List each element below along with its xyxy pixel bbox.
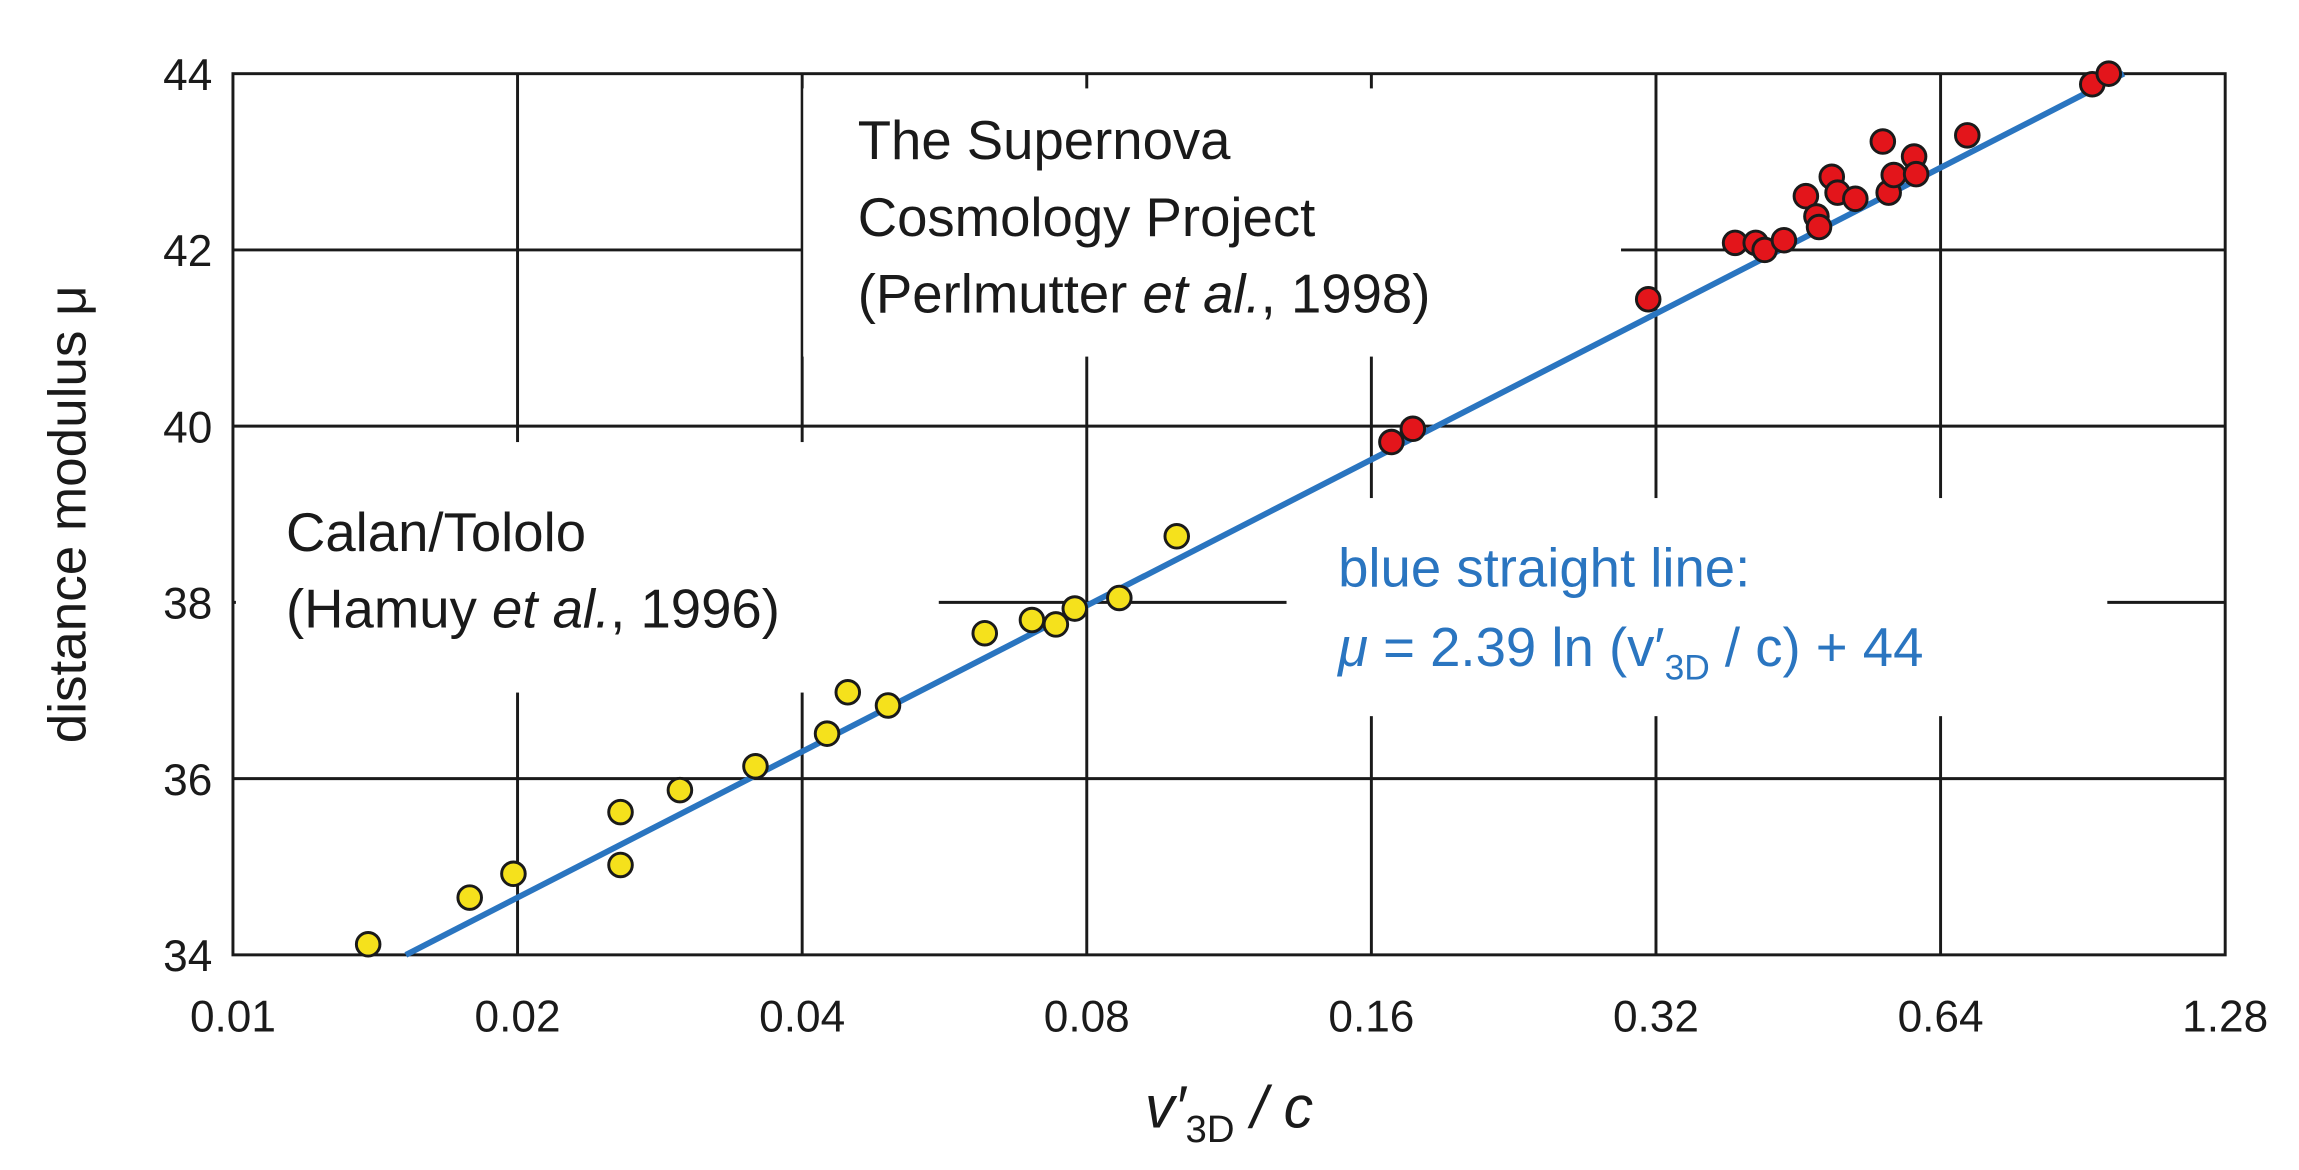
x-label-sub: 3D [1186,1108,1235,1151]
y-tick-label: 40 [163,403,212,452]
x-tick-label: 0.08 [1044,992,1130,1041]
x-label-rest: / c [1235,1075,1314,1140]
label-background [235,442,939,693]
y-tick-label: 44 [163,51,212,100]
calan-line1: Calan/Tololo [286,502,586,563]
scp-line2: Cosmology Project [858,187,1316,248]
scp-data-point [1378,428,1405,456]
data-points [354,60,2123,958]
x-axis-label: v′3D / c [1145,1075,1313,1151]
x-tick-label: 0.16 [1328,992,1414,1041]
scp-data-point [1842,185,1869,213]
x-tick-label: 0.04 [759,992,845,1041]
label-background [1286,498,2108,717]
calan-data-point [1042,611,1070,638]
calan-data-point [1061,595,1089,622]
y-axis-label: distance modulus μ [39,285,98,743]
label-background [803,88,1622,357]
calan-data-point [666,776,694,804]
y-tick-labels: 34 36 38 40 42 44 [163,51,212,981]
annotation-scp: The Supernova Cosmology Project (Perlmut… [858,110,1431,324]
scp-data-point [1880,161,1908,189]
calan-data-point [354,931,382,958]
scp-data-point [1869,128,1897,155]
y-tick-label: 36 [163,756,212,805]
x-tick-label: 0.02 [475,992,561,1041]
y-tick-label: 42 [163,227,212,276]
calan-line2: (Hamuy et al., 1996) [286,579,780,640]
scp-line1: The Supernova [858,110,1231,171]
calan-data-point [1163,523,1191,550]
x-tick-label: 1.28 [2182,992,2268,1041]
calan-data-point [607,798,634,826]
fit-line [404,71,2126,958]
scp-data-point [1770,226,1798,254]
scp-data-point [1902,160,1930,188]
x-tick-label: 0.64 [1898,992,1984,1041]
calan-data-point [971,619,999,647]
x-label-v: v′ [1145,1075,1187,1140]
y-tick-label: 38 [163,580,212,629]
scp-data-point [1805,213,1833,241]
x-tick-labels: 0.01 0.02 0.04 0.08 0.16 0.32 0.64 1.28 [190,992,2268,1041]
calan-data-point [813,720,841,747]
calan-data-point [874,692,902,719]
plot-frame [231,72,2227,957]
calan-data-point [1018,606,1046,634]
scp-data-point [1954,122,1981,149]
label-backgrounds [235,88,2108,717]
scp-data-point [1634,285,1662,313]
fit-equation: μ = 2.39 ln (v′3D / c) + 44 [1336,617,1923,687]
calan-data-point [742,753,769,780]
scp-line3: (Perlmutter et al., 1998) [858,263,1431,324]
calan-data-point [500,860,527,888]
x-tick-label: 0.32 [1613,992,1699,1041]
x-tick-label: 0.01 [190,992,276,1041]
annotation-calan: Calan/Tololo (Hamuy et al., 1996) [286,502,780,640]
calan-data-point [1106,584,1133,612]
annotation-fit: blue straight line: μ = 2.39 ln (v′3D / … [1336,537,1923,687]
calan-data-point [607,851,634,879]
scp-data-point [2095,60,2123,87]
calan-data-point [834,679,862,706]
calan-data-point [456,884,483,911]
scp-data-point [1399,415,1427,443]
y-tick-label: 34 [163,932,212,981]
scp-data-point [1792,182,1820,210]
fit-line1: blue straight line: [1338,537,1750,598]
